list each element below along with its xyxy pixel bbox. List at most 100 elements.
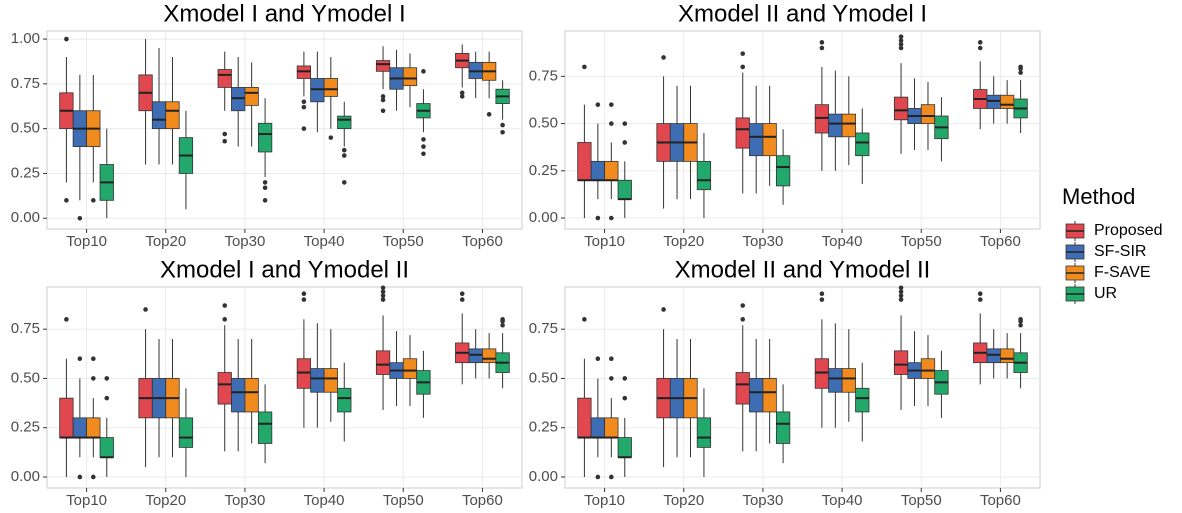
x-tick-label: Top50: [901, 233, 942, 250]
outlier: [898, 285, 904, 291]
outlier: [421, 151, 426, 157]
x-tick-label: Top60: [980, 492, 1021, 509]
x-tick-label: Top10: [66, 233, 107, 250]
box: [749, 378, 764, 413]
outlier: [977, 45, 983, 51]
box: [1000, 348, 1015, 364]
outlier: [977, 297, 983, 302]
box: [323, 368, 338, 393]
box: [99, 437, 114, 458]
outlier: [222, 303, 228, 308]
outlier: [301, 99, 307, 105]
outlier: [91, 356, 96, 362]
box: [337, 387, 352, 413]
box: [920, 358, 936, 379]
box: [482, 348, 497, 364]
outlier: [64, 198, 69, 203]
x-tick-label: Top20: [145, 492, 186, 509]
outlier: [1018, 70, 1023, 75]
box: [337, 115, 352, 130]
box: [151, 101, 167, 130]
box: [841, 113, 856, 138]
outlier: [622, 376, 628, 381]
outlier: [898, 41, 904, 47]
panel-background: [46, 30, 523, 230]
panel-background: [564, 30, 1041, 230]
outlier: [262, 180, 268, 185]
outlier: [222, 317, 228, 322]
x-tick-label: Top60: [462, 233, 503, 250]
outlier: [262, 198, 268, 203]
box: [323, 78, 338, 97]
box: [590, 160, 605, 181]
y-tick-label: 1.00: [11, 30, 40, 47]
outlier: [1018, 318, 1023, 324]
box: [590, 417, 605, 438]
outlier: [64, 36, 69, 42]
outlier: [819, 297, 825, 302]
box: [604, 417, 619, 438]
outlier: [609, 102, 614, 107]
box: [735, 372, 750, 405]
x-tick-label: Top20: [145, 233, 186, 250]
outlier: [500, 129, 505, 135]
outlier: [500, 318, 505, 324]
x-tick-label: Top40: [304, 233, 345, 250]
outlier: [1018, 66, 1023, 72]
panel-title: Xmodel II and Ymodel II: [675, 256, 931, 283]
outlier: [77, 474, 83, 480]
outlier: [104, 395, 110, 401]
outlier: [380, 289, 386, 295]
box: [375, 350, 391, 375]
legend-label: UR: [1094, 285, 1117, 302]
box: [165, 101, 180, 130]
outlier: [819, 45, 825, 51]
outlier: [222, 138, 228, 144]
y-tick-label: 0.75: [529, 320, 558, 337]
box: [696, 417, 712, 448]
outlier: [301, 126, 307, 131]
box: [828, 113, 843, 138]
outlier: [104, 376, 110, 381]
outlier: [421, 69, 426, 74]
outlier: [380, 94, 386, 99]
outlier: [622, 395, 628, 401]
outlier: [740, 317, 746, 322]
outlier: [380, 108, 386, 114]
x-tick-label: Top40: [822, 233, 863, 250]
y-tick-label: 0.75: [11, 75, 40, 92]
box: [402, 67, 418, 87]
panel-title: Xmodel II and Ymodel I: [678, 0, 927, 27]
box: [577, 397, 592, 438]
box: [893, 350, 909, 375]
x-tick-label: Top20: [663, 492, 704, 509]
box: [402, 358, 418, 379]
outlier: [1018, 322, 1023, 328]
y-tick-label: 0.00: [11, 209, 40, 226]
box: [893, 96, 909, 121]
x-tick-label: Top20: [663, 233, 704, 250]
outlier: [819, 40, 825, 45]
outlier: [91, 198, 96, 203]
y-tick-label: 0.00: [11, 468, 40, 485]
x-tick-label: Top10: [584, 233, 625, 250]
box: [1000, 94, 1015, 109]
legend-label: SF-SIR: [1094, 243, 1146, 260]
outlier: [421, 144, 426, 149]
outlier: [380, 285, 386, 291]
x-tick-label: Top60: [462, 492, 503, 509]
y-tick-label: 0.50: [11, 369, 40, 386]
outlier: [421, 137, 426, 142]
outlier: [500, 322, 505, 328]
outlier: [459, 291, 465, 297]
y-tick-label: 0.25: [529, 162, 558, 179]
outlier: [143, 307, 148, 312]
outlier: [77, 356, 83, 362]
box: [231, 378, 246, 413]
box: [920, 104, 936, 124]
outlier: [595, 474, 601, 480]
outlier: [898, 293, 904, 298]
y-tick-label: 0.25: [529, 419, 558, 436]
y-tick-label: 0.00: [529, 209, 558, 226]
box: [217, 69, 232, 88]
